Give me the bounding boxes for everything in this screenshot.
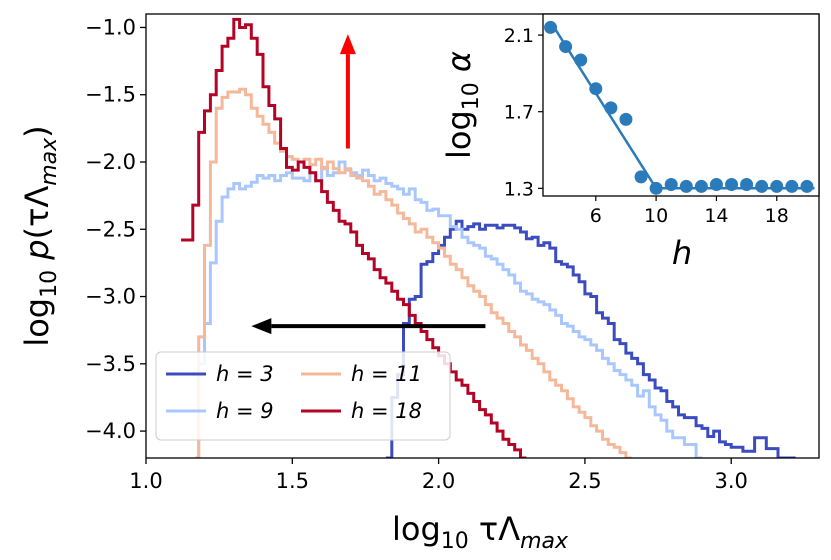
inset-y-tick-label: 1.3 bbox=[504, 178, 534, 200]
inset-point bbox=[755, 179, 769, 193]
main-series-group bbox=[181, 17, 796, 458]
legend-label: h = 3 bbox=[216, 362, 274, 386]
inset-frame bbox=[542, 13, 820, 197]
y-tick-label: −1.0 bbox=[85, 15, 136, 39]
x-tick-label: 2.0 bbox=[422, 469, 455, 493]
y-tick-label: −2.0 bbox=[85, 150, 136, 174]
series-line-1 bbox=[385, 219, 796, 458]
inset-x-tick-label: 18 bbox=[765, 205, 789, 227]
x-tick-label: 1.0 bbox=[129, 469, 162, 493]
x-tick-label: 1.5 bbox=[276, 469, 309, 493]
main-plot-frame bbox=[145, 13, 820, 459]
x-tick-label: 2.5 bbox=[568, 469, 601, 493]
inset-point bbox=[770, 179, 784, 193]
legend-label: h = 11 bbox=[351, 362, 422, 386]
inset-point bbox=[574, 53, 588, 67]
inset-point bbox=[589, 82, 603, 96]
y-tick-label: −3.5 bbox=[85, 352, 136, 376]
inset-point bbox=[664, 178, 678, 192]
inset-x-tick-label: 6 bbox=[590, 205, 602, 227]
inset-point bbox=[544, 20, 558, 34]
x-tick-label: 3.0 bbox=[715, 469, 748, 493]
main-axes: 1.0 1.5 2.0 2.5 3.0 −1.0 −1.5 −2.0 −2.5 −3.0 −3.5 −… bbox=[85, 13, 820, 493]
legend-label: h = 18 bbox=[351, 399, 422, 423]
inset-point bbox=[634, 170, 648, 184]
series-line-2 bbox=[195, 160, 702, 458]
y-tick-label: −3.0 bbox=[85, 285, 136, 309]
inset-point bbox=[649, 181, 663, 195]
inset-point bbox=[740, 178, 754, 192]
series-line-3 bbox=[195, 87, 632, 458]
red-arrow bbox=[339, 34, 356, 149]
annotation-arrows bbox=[251, 34, 486, 335]
y-tick-label: −2.5 bbox=[85, 217, 136, 241]
inset-point bbox=[800, 179, 814, 193]
inset-point bbox=[559, 40, 573, 54]
inset-point bbox=[725, 178, 739, 192]
inset-point bbox=[619, 112, 633, 126]
inset-chart: 6 10 14 181.31.72.1 log10 α h bbox=[440, 13, 820, 272]
inset-point bbox=[604, 101, 618, 115]
x-axis-title: log10 τΛmax bbox=[392, 510, 569, 554]
inset-x-tick-label: 14 bbox=[704, 205, 728, 227]
inset-point bbox=[709, 178, 723, 192]
inset-point bbox=[785, 179, 799, 193]
y-tick-label: −4.0 bbox=[85, 419, 136, 443]
inset-y-tick-label: 1.7 bbox=[504, 102, 534, 124]
inset-x-tick-label: 10 bbox=[644, 205, 668, 227]
inset-x-axis-title: h bbox=[672, 234, 692, 272]
legend-label: h = 9 bbox=[216, 399, 274, 423]
inset-point bbox=[679, 179, 693, 193]
series-line-4 bbox=[181, 17, 527, 458]
inset-y-tick-label: 2.1 bbox=[504, 25, 534, 47]
legend: h = 3 h = 9 h = 11 h = 18 bbox=[155, 351, 451, 441]
black-arrow bbox=[251, 318, 486, 335]
y-tick-label: −1.5 bbox=[85, 83, 136, 107]
inset-point bbox=[694, 179, 708, 193]
